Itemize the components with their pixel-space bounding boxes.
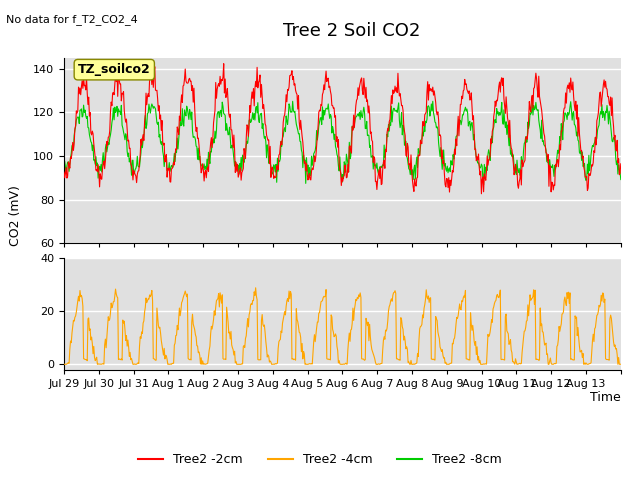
Legend: Tree2 -2cm, Tree2 -4cm, Tree2 -8cm: Tree2 -2cm, Tree2 -4cm, Tree2 -8cm [133, 448, 507, 471]
Text: Tree 2 Soil CO2: Tree 2 Soil CO2 [284, 22, 420, 40]
Text: TZ_soilco2: TZ_soilco2 [78, 63, 150, 76]
Text: CO2 (mV): CO2 (mV) [10, 186, 22, 246]
Text: Time: Time [590, 391, 621, 404]
Text: No data for f_T2_CO2_4: No data for f_T2_CO2_4 [6, 14, 138, 25]
